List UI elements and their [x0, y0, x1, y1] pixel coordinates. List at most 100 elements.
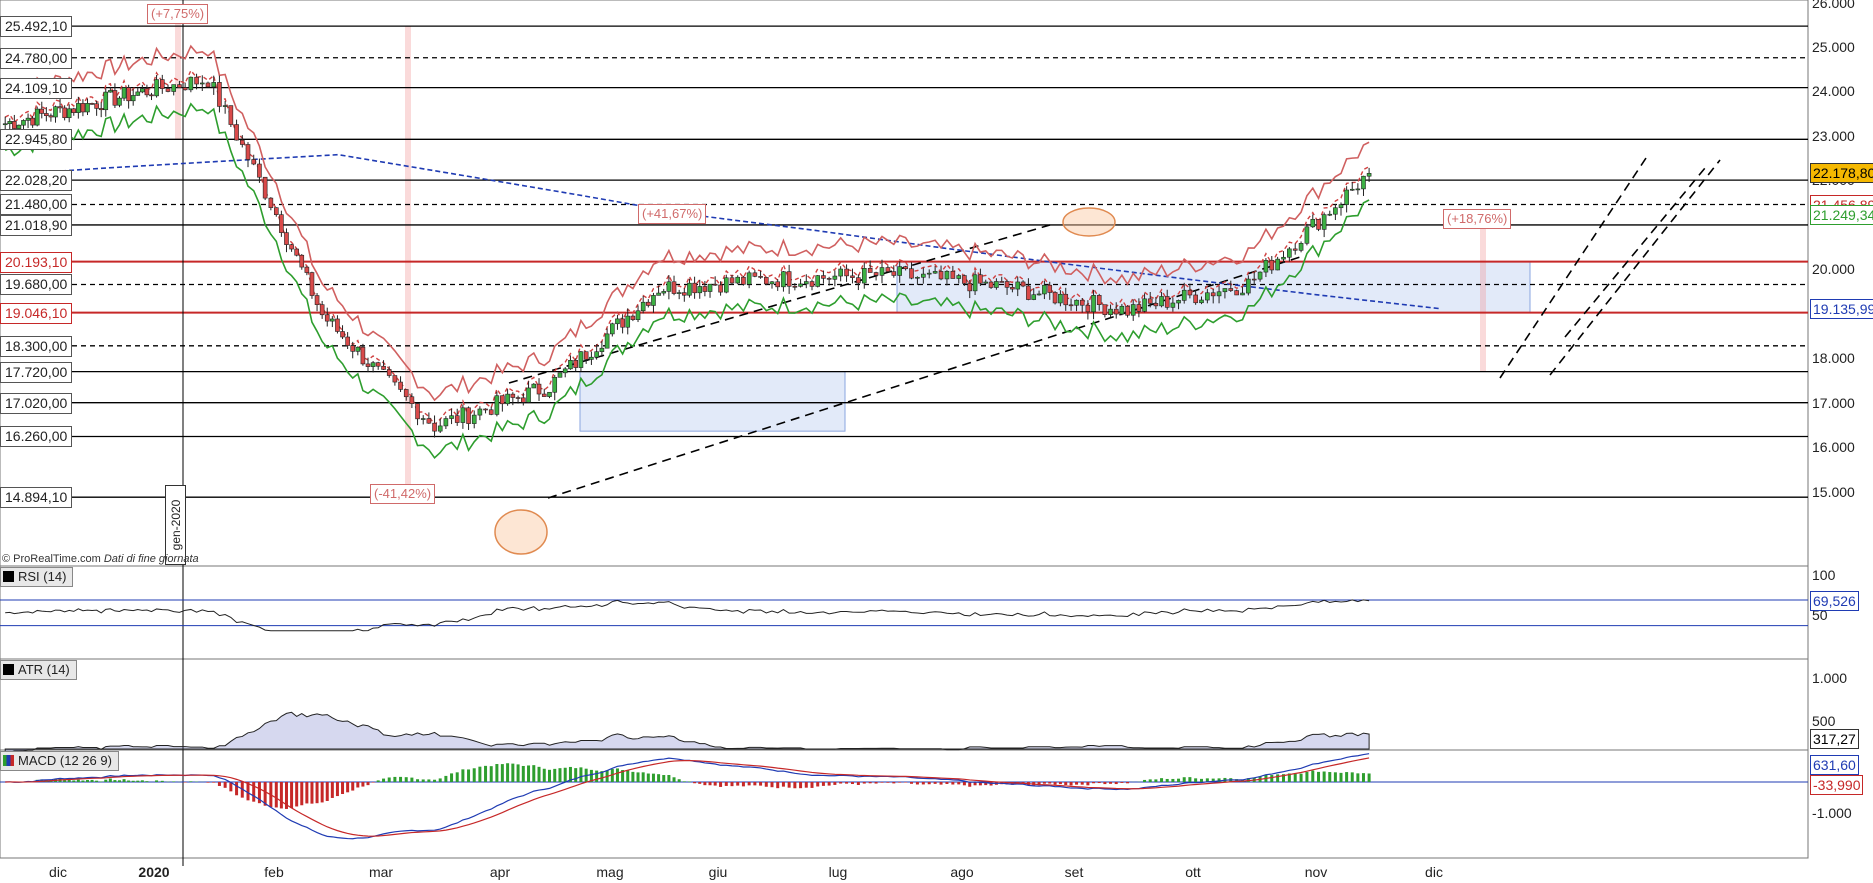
candle-body-192 [1026, 285, 1031, 300]
candle-body-0 [2, 123, 8, 126]
macd-tick-minus-1000: -1.000 [1812, 805, 1852, 821]
macd-bar-224 [1205, 778, 1209, 782]
macd-bar-22 [104, 779, 108, 782]
candle-body-3 [16, 124, 22, 129]
trailing-stop-red [4, 44, 1370, 402]
macd-bar-129 [672, 777, 676, 782]
candle-body-4 [21, 120, 26, 126]
macd-bar-66 [335, 782, 339, 797]
macd-bar-99 [516, 764, 520, 782]
macd-bar-174 [927, 782, 931, 785]
candle-body-11 [53, 106, 58, 118]
candle-body-246 [1333, 207, 1338, 215]
time-tick-5: apr [489, 864, 511, 880]
candle-body-133 [692, 282, 697, 294]
macd-bar-123 [641, 772, 645, 782]
macd-bar-29 [136, 780, 140, 782]
macd-panel-title[interactable]: MACD (12 26 9) [0, 751, 119, 771]
candle-body-227 [1222, 288, 1228, 293]
atr-panel-title[interactable]: ATR (14) [0, 660, 77, 680]
macd-bar-151 [793, 782, 797, 789]
rsi-panel-title[interactable]: RSI (14) [0, 567, 74, 587]
macd-bar-133 [693, 782, 697, 784]
macd-bar-225 [1211, 778, 1215, 782]
candle-body-152 [798, 283, 803, 287]
macd-bar-178 [951, 782, 955, 785]
candle-body-239 [1292, 248, 1298, 251]
candle-body-218 [1170, 302, 1176, 308]
candle-body-216 [1159, 296, 1164, 307]
macd-bar-56 [284, 782, 288, 809]
macd-bar-162 [856, 782, 860, 785]
macd-bar-69 [351, 782, 355, 791]
macd-bar-90 [467, 769, 471, 782]
macd-bar-219 [1177, 778, 1181, 782]
candle-body-222 [1193, 294, 1198, 304]
macd-bar-67 [341, 782, 345, 794]
candle-body-215 [1153, 303, 1159, 307]
macd-bar-98 [511, 763, 515, 782]
candle-body-154 [809, 281, 815, 287]
candle-body-220 [1181, 289, 1187, 301]
macd-bar-209 [1120, 782, 1124, 783]
macd-bar-238 [1287, 773, 1291, 782]
macd-bar-168 [892, 782, 896, 784]
macd-bar-241 [1305, 771, 1309, 782]
candle-body-65 [330, 318, 335, 322]
candle-body-224 [1205, 292, 1210, 301]
candle-body-53 [268, 197, 274, 208]
candle-body-231 [1246, 278, 1251, 294]
macd-bar-70 [356, 782, 360, 788]
candle-body-193 [1031, 294, 1037, 300]
candle-body-194 [1036, 293, 1042, 296]
pct-annotation-up-1[interactable]: (+7,75%) [147, 4, 209, 24]
candle-body-180 [962, 275, 967, 284]
candle-body-39 [188, 76, 194, 91]
candle-body-60 [304, 266, 310, 273]
candle-body-50 [251, 159, 257, 165]
level-label-2: 24.780,00 [0, 47, 73, 69]
macd-bar-246 [1333, 772, 1337, 782]
candle-body-122 [635, 310, 641, 320]
macd-color-icon [3, 755, 14, 766]
macd-bar-237 [1281, 774, 1285, 782]
macd-bar-248 [1345, 772, 1349, 782]
candle-body-107 [557, 372, 563, 378]
pct-annotation-up-2[interactable]: (+41,67%) [638, 204, 707, 224]
candle-body-42 [205, 82, 211, 88]
macd-bar-78 [399, 776, 403, 782]
candle-body-67 [340, 331, 345, 338]
rsi-color-icon [3, 571, 14, 582]
macd-bar-96 [500, 764, 504, 782]
macd-bar-88 [455, 772, 459, 782]
candle-body-219 [1176, 300, 1181, 304]
macd-histogram [8, 763, 1371, 809]
macd-bar-59 [300, 782, 304, 806]
macd-bar-206 [1103, 782, 1107, 785]
candle-body-250 [1355, 188, 1361, 191]
price-tick-6: 20.000 [1812, 261, 1855, 278]
candle-body-165 [873, 272, 879, 276]
candle-body-124 [646, 301, 651, 306]
price-tick-1: 26.000 [1812, 0, 1855, 11]
candle-body-29 [135, 91, 141, 96]
macd-bar-159 [839, 782, 843, 784]
price-tick-9: 16.000 [1812, 439, 1855, 456]
candle-body-171 [909, 268, 914, 279]
pct-annotation-down[interactable]: (-41,42%) [370, 484, 436, 504]
pct-annotation-up-3[interactable]: (+18,76%) [1443, 209, 1512, 229]
last-price-label: 22.178,80 [1810, 163, 1873, 184]
macd-bar-23 [108, 778, 112, 782]
candle-body-225 [1210, 292, 1216, 297]
macd-bar-221 [1188, 777, 1192, 782]
macd-bar-235 [1270, 775, 1274, 782]
macd-histogram-value: -33,990 [1810, 775, 1864, 795]
candle-body-221 [1187, 289, 1193, 296]
candle-body-119 [620, 318, 625, 328]
macd-bar-172 [915, 782, 919, 785]
candle-body-77 [392, 375, 398, 383]
date-marker[interactable]: gen-2020 [165, 485, 186, 565]
macd-bar-196 [1048, 782, 1052, 784]
macd-bar-148 [776, 782, 780, 789]
